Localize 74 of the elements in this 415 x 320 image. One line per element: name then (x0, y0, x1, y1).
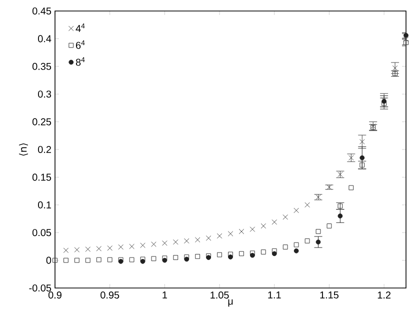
point (272, 251, 277, 256)
point (238, 228, 244, 234)
point (107, 257, 112, 262)
point (74, 258, 80, 263)
point (282, 244, 288, 250)
point (294, 248, 299, 254)
y-axis-title: ⟨n⟩ (19, 143, 28, 156)
point (74, 247, 80, 252)
y-tick-label: -0.05 (29, 284, 52, 292)
point (348, 185, 354, 190)
point (151, 242, 156, 247)
point (184, 254, 190, 260)
point (96, 257, 102, 262)
x-tick-label: 1 (162, 292, 167, 298)
point (194, 237, 200, 242)
point (173, 255, 178, 260)
point (52, 258, 58, 263)
point (228, 252, 233, 257)
point (304, 238, 310, 244)
point (304, 202, 310, 208)
y-tick-label: 0.35 (32, 62, 52, 70)
point (228, 254, 233, 260)
point (260, 223, 266, 229)
x-tick-label: 1.05 (210, 292, 229, 299)
point (294, 242, 299, 248)
point (195, 254, 200, 259)
y-tick-label: 0.2 (38, 146, 51, 154)
y-tick-label: 0.25 (32, 118, 52, 126)
x-tick-label: 1.15 (320, 292, 338, 298)
point (118, 244, 124, 250)
point (129, 244, 134, 250)
x-tick-label: 1.2 (378, 292, 390, 298)
point (85, 246, 91, 252)
point (151, 256, 156, 262)
point (360, 155, 365, 160)
point (63, 248, 69, 253)
point (184, 238, 190, 244)
point (294, 208, 299, 214)
x-tick-label: 1.1 (268, 292, 281, 298)
point (217, 252, 222, 258)
point (316, 229, 321, 234)
point (239, 251, 244, 256)
point (282, 214, 288, 220)
point (326, 184, 332, 190)
y-tick-label: 0.15 (32, 174, 52, 181)
x-tick-label: 0.9 (48, 292, 62, 299)
point (173, 239, 178, 245)
point (85, 258, 90, 263)
point (162, 240, 168, 246)
legend-label: 4$^{4}$ (76, 23, 85, 32)
y-tick-label: 0.05 (32, 229, 52, 236)
legend-label: 8$^{4}$ (76, 57, 85, 66)
x-tick-label: 0.95 (100, 292, 120, 299)
legend-label: 6$^{4}$ (76, 40, 85, 49)
point (260, 250, 266, 254)
point (96, 246, 102, 252)
point (326, 224, 332, 228)
y-tick-label: 0.3 (38, 90, 52, 98)
y-tick-label: 0 (46, 256, 52, 264)
point (216, 233, 222, 239)
point (64, 258, 68, 263)
x-axis-title: μ (228, 299, 233, 307)
point (228, 231, 234, 236)
point (129, 257, 134, 262)
point (140, 242, 146, 248)
y-tick-label: 0.45 (32, 7, 52, 15)
point (250, 226, 256, 232)
point (272, 219, 278, 225)
point (272, 248, 277, 254)
point (184, 256, 190, 262)
y-tick-label: 0.4 (38, 35, 52, 42)
y-tick-label: 0.1 (38, 201, 51, 208)
point (107, 245, 112, 251)
point (206, 235, 212, 241)
